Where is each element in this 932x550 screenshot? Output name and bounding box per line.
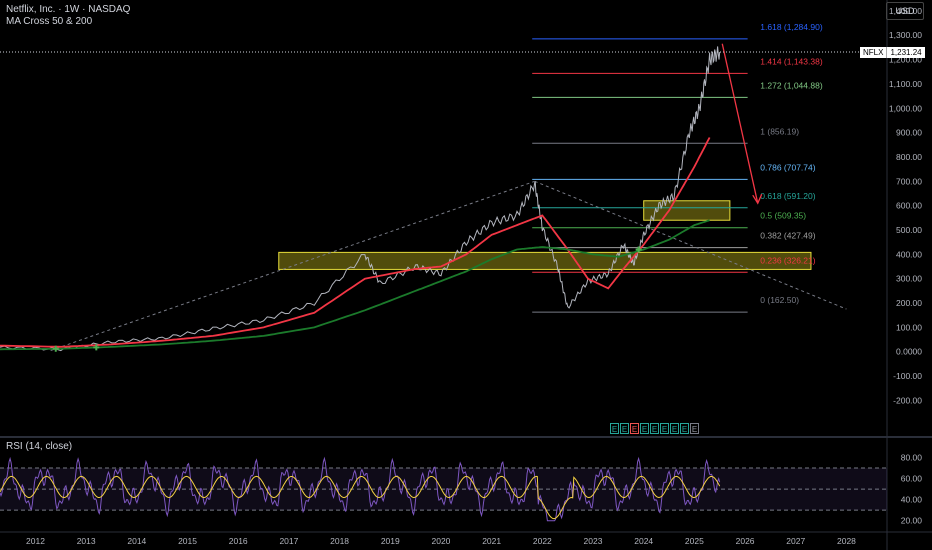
x-tick-label: 2018 bbox=[330, 536, 349, 546]
x-tick-label: 2021 bbox=[482, 536, 501, 546]
earnings-badge[interactable]: E bbox=[630, 423, 639, 434]
x-tick-label: 2016 bbox=[229, 536, 248, 546]
rsi-y-tick-label: 20.00 bbox=[901, 516, 923, 526]
y-tick-label: 1,300.00 bbox=[889, 30, 922, 40]
earnings-badge[interactable]: E bbox=[660, 423, 669, 434]
chart-legend: Netflix, Inc. · 1W · NASDAQ MA Cross 50 … bbox=[6, 4, 130, 28]
y-tick-label: 600.00 bbox=[896, 201, 922, 211]
rsi-legend[interactable]: RSI (14, close) bbox=[6, 441, 73, 452]
x-tick-label: 2026 bbox=[736, 536, 755, 546]
projection-arrow-head bbox=[752, 193, 763, 205]
trend-line-up bbox=[50, 180, 535, 351]
fib-level-label: 1.618 (1,284.90) bbox=[760, 22, 823, 32]
x-tick-label: 2020 bbox=[432, 536, 451, 546]
fib-level-label: 0 (162.50) bbox=[760, 295, 799, 305]
fib-level-label: 1 (856.19) bbox=[760, 126, 799, 136]
earnings-badge[interactable]: E bbox=[690, 423, 699, 434]
x-tick-label: 2017 bbox=[279, 536, 298, 546]
trend-line-down bbox=[534, 180, 847, 310]
x-tick-label: 2028 bbox=[837, 536, 856, 546]
ma-cross-indicator-label[interactable]: MA Cross 50 & 200 bbox=[6, 16, 93, 27]
earnings-badge[interactable]: E bbox=[680, 423, 689, 434]
fib-level-label: 0.236 (326.21) bbox=[760, 255, 815, 265]
ma-cross-marker bbox=[93, 344, 100, 351]
earnings-badge[interactable]: E bbox=[610, 423, 619, 434]
x-tick-label: 2012 bbox=[26, 536, 45, 546]
y-tick-label: 1,000.00 bbox=[889, 103, 922, 113]
ma200-series-line bbox=[0, 219, 710, 351]
price-series-line bbox=[0, 46, 721, 352]
x-tick-label: 2025 bbox=[685, 536, 704, 546]
y-tick-label: 500.00 bbox=[896, 225, 922, 235]
x-tick-label: 2022 bbox=[533, 536, 552, 546]
y-tick-label: 700.00 bbox=[896, 176, 922, 186]
ma-cross-marker bbox=[52, 345, 59, 352]
x-tick-label: 2027 bbox=[786, 536, 805, 546]
x-tick-label: 2015 bbox=[178, 536, 197, 546]
rsi-y-tick-label: 40.00 bbox=[901, 495, 923, 505]
rsi-ma-line bbox=[0, 475, 721, 520]
earnings-badge[interactable]: E bbox=[640, 423, 649, 434]
y-tick-label: 1,200.00 bbox=[889, 55, 922, 65]
y-tick-label: -100.00 bbox=[893, 371, 922, 381]
y-tick-label: 100.00 bbox=[896, 322, 922, 332]
last-price-tag: NFLX 1,231.24 bbox=[860, 46, 925, 58]
x-tick-label: 2013 bbox=[77, 536, 96, 546]
earnings-badge[interactable]: E bbox=[670, 423, 679, 434]
earnings-badge[interactable]: E bbox=[620, 423, 629, 434]
currency-button[interactable]: USD bbox=[886, 2, 924, 20]
ma-cross-marker bbox=[635, 246, 642, 253]
rsi-y-tick-label: 80.00 bbox=[901, 452, 923, 462]
y-tick-label: -200.00 bbox=[893, 395, 922, 405]
support-zone-1 bbox=[278, 251, 812, 270]
y-tick-label: 0.0000 bbox=[896, 347, 922, 357]
x-tick-label: 2023 bbox=[584, 536, 603, 546]
y-tick-label: 800.00 bbox=[896, 152, 922, 162]
y-tick-label: 200.00 bbox=[896, 298, 922, 308]
x-tick-label: 2014 bbox=[127, 536, 146, 546]
x-tick-label: 2019 bbox=[381, 536, 400, 546]
chart-title: Netflix, Inc. · 1W · NASDAQ bbox=[6, 4, 131, 15]
price-tag-symbol: NFLX bbox=[860, 46, 887, 58]
rsi-line bbox=[0, 456, 721, 522]
fib-level-label: 0.786 (707.74) bbox=[760, 162, 815, 172]
fib-level-label: 1.414 (1,143.38) bbox=[760, 56, 823, 66]
price-tag-value: 1,231.24 bbox=[886, 46, 925, 58]
fib-level-label: 0.382 (427.49) bbox=[760, 231, 815, 241]
ma50-series-line bbox=[0, 137, 711, 348]
y-tick-label: 400.00 bbox=[896, 249, 922, 259]
fib-level-label: 1.272 (1,044.88) bbox=[760, 80, 823, 90]
fib-level-label: 0.618 (591.20) bbox=[760, 191, 815, 201]
rsi-y-tick-label: 60.00 bbox=[901, 474, 923, 484]
y-tick-label: 1,100.00 bbox=[889, 79, 922, 89]
fib-level-label: 0.5 (509.35) bbox=[760, 211, 806, 221]
y-tick-label: 900.00 bbox=[896, 128, 922, 138]
y-tick-label: 1,400.00 bbox=[889, 6, 922, 16]
x-tick-label: 2024 bbox=[634, 536, 653, 546]
projection-arrow bbox=[721, 43, 759, 204]
y-tick-label: 300.00 bbox=[896, 274, 922, 284]
earnings-badge[interactable]: E bbox=[650, 423, 659, 434]
